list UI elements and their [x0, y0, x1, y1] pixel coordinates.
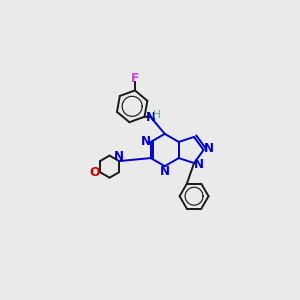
Text: N: N — [146, 111, 156, 124]
Text: N: N — [160, 165, 170, 178]
Text: H: H — [153, 110, 161, 120]
Text: O: O — [89, 166, 100, 179]
Text: N: N — [141, 135, 151, 148]
Text: F: F — [131, 72, 139, 85]
Text: N: N — [114, 150, 124, 163]
Text: N: N — [204, 142, 214, 155]
Text: N: N — [194, 158, 204, 171]
